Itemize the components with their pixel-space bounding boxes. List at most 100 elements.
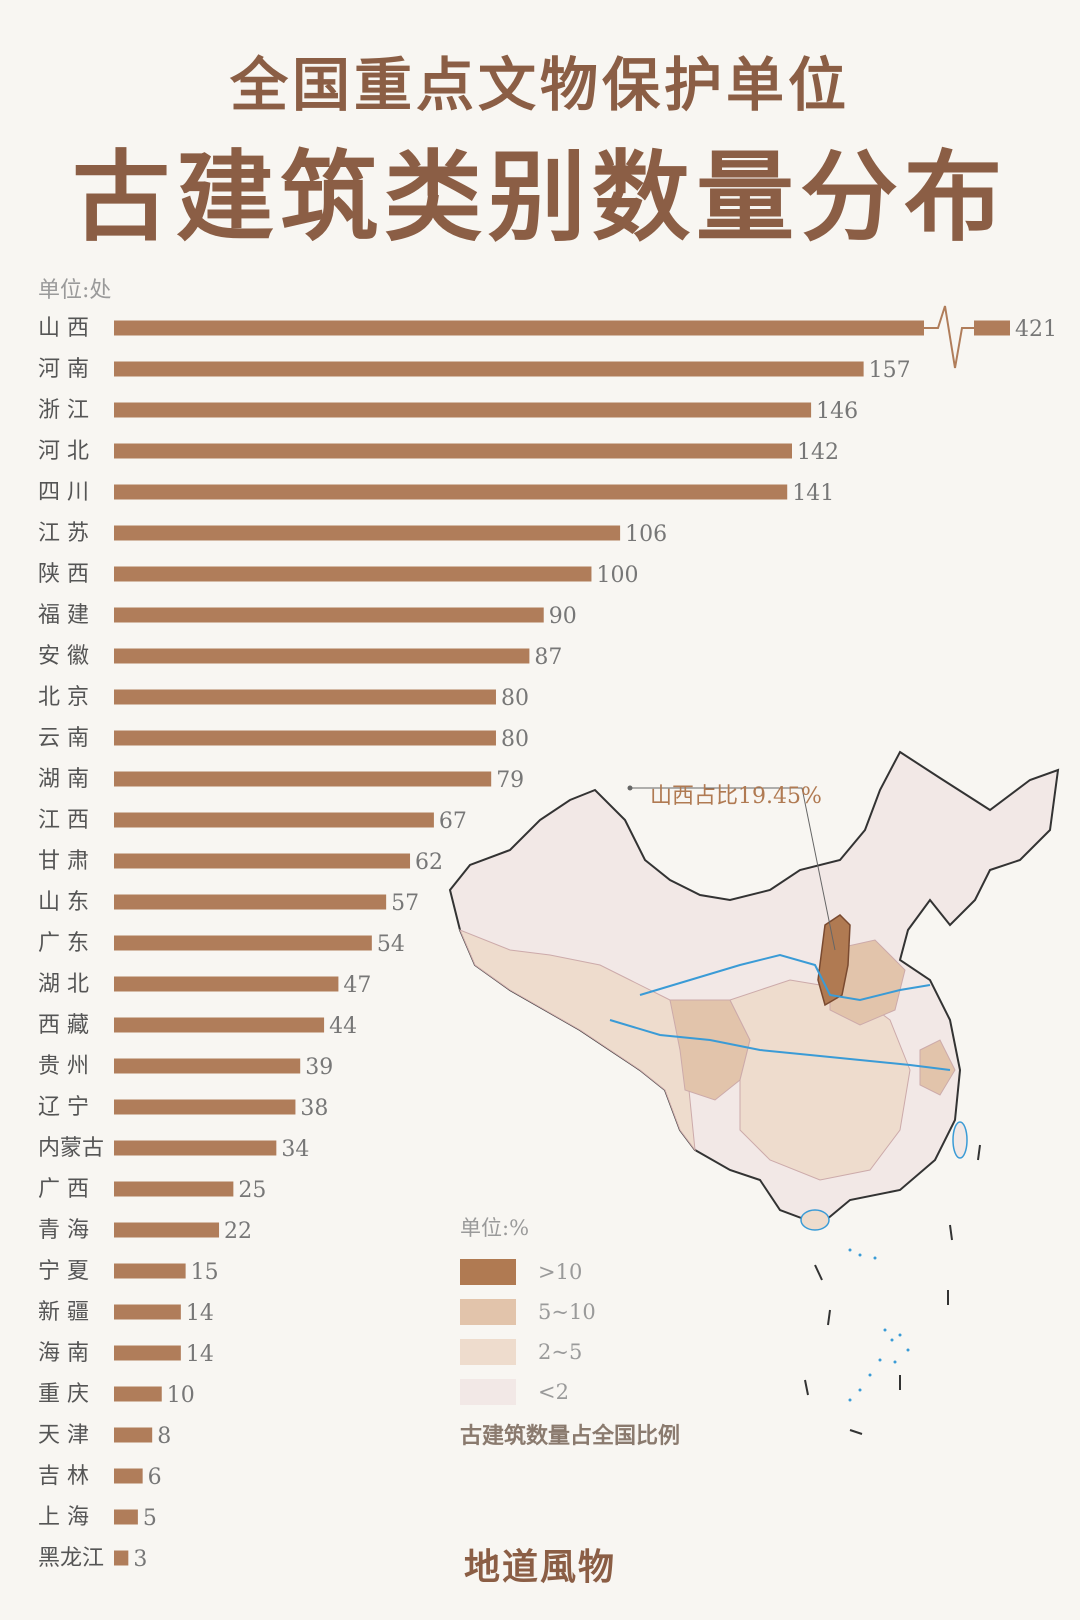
value-label: 67 bbox=[439, 809, 467, 834]
bar bbox=[114, 1140, 277, 1156]
map-callout: 山西占比19.45% bbox=[650, 784, 822, 809]
bar bbox=[114, 1058, 301, 1074]
bar bbox=[114, 320, 924, 336]
bar bbox=[114, 853, 411, 869]
category-label: 宁 夏 bbox=[38, 1259, 89, 1284]
value-label: 44 bbox=[329, 1014, 357, 1039]
value-label: 157 bbox=[869, 358, 911, 383]
value-label: 80 bbox=[501, 686, 529, 711]
category-label: 陕 西 bbox=[38, 562, 89, 587]
bar bbox=[114, 1345, 181, 1361]
legend-label: >10 bbox=[538, 1260, 583, 1284]
china-map bbox=[430, 750, 1070, 1470]
category-label: 湖 北 bbox=[38, 972, 89, 997]
value-label: 90 bbox=[549, 604, 577, 629]
value-label: 54 bbox=[377, 932, 405, 957]
bar bbox=[114, 812, 434, 828]
category-label: 湖 南 bbox=[38, 767, 89, 792]
value-label: 10 bbox=[167, 1383, 195, 1408]
category-label: 广 西 bbox=[38, 1177, 89, 1202]
unit-label: 单位:处 bbox=[38, 278, 112, 303]
legend-label: 5~10 bbox=[538, 1300, 596, 1324]
bar bbox=[114, 566, 592, 582]
category-label: 山 东 bbox=[38, 890, 89, 915]
category-label: 黑龙江 bbox=[38, 1546, 104, 1571]
category-label: 贵 州 bbox=[38, 1054, 89, 1079]
bar bbox=[114, 1099, 296, 1115]
value-label: 14 bbox=[186, 1342, 214, 1367]
category-label: 吉 林 bbox=[38, 1464, 89, 1489]
value-label: 8 bbox=[157, 1424, 171, 1449]
value-label: 34 bbox=[281, 1137, 309, 1162]
value-label: 87 bbox=[534, 645, 562, 670]
bar bbox=[114, 730, 496, 746]
value-label: 142 bbox=[797, 440, 839, 465]
category-label: 云 南 bbox=[38, 726, 89, 751]
category-label: 海 南 bbox=[38, 1341, 89, 1366]
legend-label: 2~5 bbox=[538, 1340, 583, 1364]
bar bbox=[114, 1017, 325, 1033]
bar bbox=[114, 1222, 220, 1238]
category-label: 青 海 bbox=[38, 1218, 89, 1243]
map-legend: 单位:% >10 5~10 2~5 <2 bbox=[460, 1212, 596, 1412]
value-label: 57 bbox=[391, 891, 419, 916]
value-label: 6 bbox=[148, 1465, 162, 1490]
bar bbox=[114, 1468, 143, 1484]
category-label: 江 苏 bbox=[38, 521, 89, 546]
category-label: 浙 江 bbox=[38, 398, 89, 423]
value-label: 38 bbox=[300, 1096, 328, 1121]
category-label: 福 建 bbox=[38, 603, 89, 628]
bar bbox=[114, 361, 864, 377]
category-label: 广 东 bbox=[38, 931, 89, 956]
category-label: 四 川 bbox=[38, 480, 89, 505]
bar bbox=[114, 894, 387, 910]
category-label: 河 北 bbox=[38, 439, 89, 464]
bar bbox=[114, 607, 544, 623]
bar bbox=[114, 689, 496, 705]
bar bbox=[114, 1304, 181, 1320]
bar bbox=[114, 484, 788, 500]
legend-label: <2 bbox=[538, 1380, 569, 1404]
category-label: 新 疆 bbox=[38, 1300, 89, 1325]
legend-swatch bbox=[460, 1259, 516, 1285]
value-label: 3 bbox=[133, 1547, 147, 1572]
category-label: 重 庆 bbox=[38, 1382, 89, 1407]
value-label: 421 bbox=[1015, 317, 1057, 342]
category-label: 江 西 bbox=[38, 808, 89, 833]
bar bbox=[114, 935, 372, 951]
value-label: 22 bbox=[224, 1219, 252, 1244]
value-label: 14 bbox=[186, 1301, 214, 1326]
category-label: 甘 肃 bbox=[38, 849, 89, 874]
bar bbox=[974, 320, 1010, 336]
bar bbox=[114, 1427, 153, 1443]
bar bbox=[114, 402, 812, 418]
category-label: 安 徽 bbox=[38, 644, 89, 669]
category-label: 天 津 bbox=[38, 1423, 89, 1448]
legend-swatch bbox=[460, 1379, 516, 1405]
bar bbox=[114, 443, 793, 459]
value-label: 15 bbox=[191, 1260, 219, 1285]
bar bbox=[114, 648, 530, 664]
value-label: 25 bbox=[238, 1178, 266, 1203]
bar bbox=[114, 771, 492, 787]
title-line-1: 全国重点文物保护单位 bbox=[229, 51, 850, 119]
value-label: 47 bbox=[343, 973, 371, 998]
category-label: 内蒙古 bbox=[38, 1136, 104, 1161]
legend-swatch bbox=[460, 1339, 516, 1365]
bar bbox=[114, 1386, 162, 1402]
category-label: 西 藏 bbox=[38, 1013, 89, 1038]
legend-caption: 古建筑数量占全国比例 bbox=[460, 1424, 681, 1449]
value-label: 146 bbox=[816, 399, 858, 424]
value-label: 106 bbox=[625, 522, 667, 547]
value-label: 79 bbox=[496, 768, 524, 793]
legend-title: 单位:% bbox=[460, 1216, 530, 1240]
bar bbox=[114, 1550, 129, 1566]
value-label: 62 bbox=[415, 850, 443, 875]
legend-item: >10 bbox=[460, 1252, 596, 1292]
value-label: 39 bbox=[305, 1055, 333, 1080]
bar bbox=[114, 1509, 138, 1525]
bar bbox=[114, 976, 339, 992]
bar bbox=[114, 525, 621, 541]
legend-item: 5~10 bbox=[460, 1292, 596, 1332]
